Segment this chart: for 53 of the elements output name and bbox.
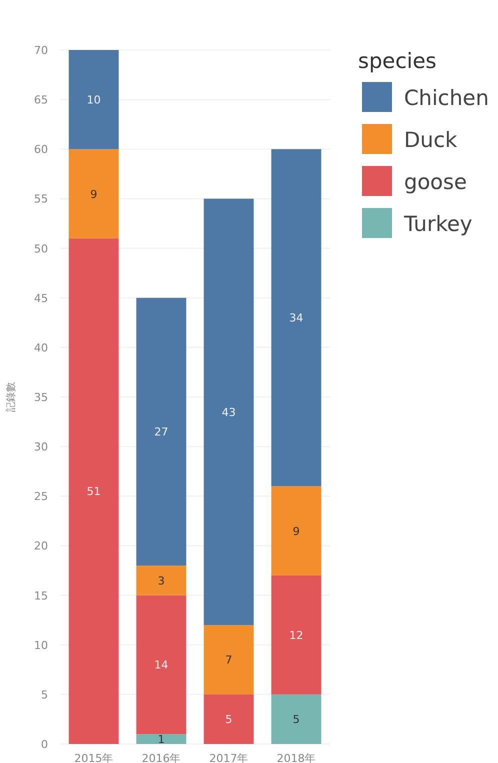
bar — [136, 595, 186, 734]
y-tick-label: 60 — [34, 143, 48, 156]
data-label: 9 — [90, 188, 98, 201]
bar — [136, 734, 186, 744]
data-label: 43 — [222, 406, 236, 419]
legend-label: Turkey — [403, 212, 472, 236]
y-axis-title: 記錄數 — [5, 382, 17, 412]
y-tick-label: 0 — [41, 738, 48, 751]
data-label: 5 — [292, 713, 300, 726]
y-tick-label: 30 — [34, 440, 48, 454]
x-tick-label: 2018年 — [276, 752, 316, 763]
legend-label: Duck — [404, 128, 458, 152]
y-tick-label: 50 — [34, 242, 48, 256]
bar — [271, 486, 322, 576]
data-label: 7 — [225, 654, 232, 667]
x-tick-label: 2016年 — [142, 752, 181, 763]
data-label: 1 — [158, 733, 165, 746]
bar — [68, 50, 119, 150]
x-tick-label: 2015年 — [74, 752, 114, 763]
y-tick-label: 5 — [41, 688, 48, 702]
bar — [271, 575, 322, 694]
y-tick-label: 25 — [34, 490, 48, 504]
y-tick-label: 15 — [34, 589, 48, 602]
bar — [136, 566, 186, 596]
data-label: 34 — [289, 312, 304, 325]
data-label: 3 — [158, 574, 165, 588]
y-tick-label: 45 — [34, 292, 48, 305]
data-label: 9 — [292, 524, 300, 538]
data-label: 27 — [154, 426, 168, 439]
y-tick-label: 70 — [34, 44, 48, 57]
bar — [68, 238, 119, 744]
data-label: 5 — [225, 713, 232, 726]
y-tick-label: 40 — [34, 341, 48, 354]
x-tick-label: 2017年 — [209, 752, 248, 763]
y-tick-label: 35 — [34, 391, 48, 404]
y-tick-label: 10 — [34, 638, 48, 652]
bar — [204, 625, 254, 694]
bar — [271, 694, 322, 744]
bar — [204, 198, 254, 626]
y-tick-label: 65 — [34, 94, 48, 107]
bar — [136, 298, 186, 566]
data-label: 51 — [86, 485, 101, 498]
bar — [271, 149, 322, 486]
bar — [68, 149, 119, 238]
legend-label: goose — [404, 170, 467, 194]
legend-label: Chichen — [404, 86, 489, 110]
y-tick-label: 55 — [34, 192, 48, 206]
bar — [204, 694, 254, 744]
y-tick-label: 20 — [34, 540, 48, 553]
data-label: 10 — [86, 94, 101, 107]
legend-title: species — [358, 49, 436, 73]
data-label: 12 — [289, 628, 304, 642]
data-label: 14 — [154, 658, 168, 672]
